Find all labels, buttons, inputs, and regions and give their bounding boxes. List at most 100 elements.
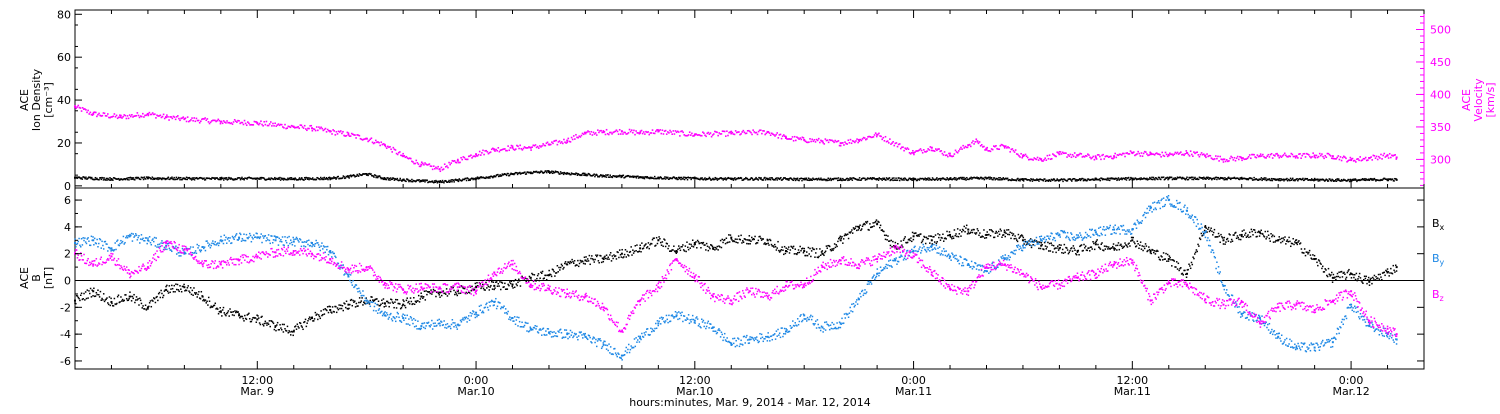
velocity-point bbox=[717, 135, 719, 137]
bx-point bbox=[1390, 268, 1392, 270]
density-point bbox=[1048, 180, 1050, 182]
bx-point bbox=[87, 297, 89, 299]
bx-point bbox=[438, 294, 440, 296]
density-point bbox=[1086, 180, 1088, 182]
bx-point bbox=[380, 304, 382, 306]
density-point bbox=[91, 177, 93, 179]
bx-point bbox=[1293, 244, 1295, 246]
bx-point bbox=[93, 288, 95, 290]
bx-point bbox=[1224, 237, 1226, 239]
bx-point bbox=[395, 299, 397, 301]
density-point bbox=[387, 177, 389, 179]
velocity-point bbox=[1315, 157, 1317, 159]
velocity-point bbox=[107, 113, 109, 115]
velocity-point bbox=[566, 142, 568, 144]
density-point bbox=[411, 179, 413, 181]
velocity-point bbox=[1210, 155, 1212, 157]
density-point bbox=[241, 177, 243, 179]
velocity-point bbox=[1396, 156, 1398, 158]
panel-frames bbox=[75, 10, 1424, 369]
bx-point bbox=[818, 256, 820, 258]
velocity-point bbox=[792, 136, 794, 138]
bx-point bbox=[335, 306, 337, 308]
density-point bbox=[130, 179, 132, 181]
density-point bbox=[795, 180, 797, 182]
bx-point bbox=[261, 316, 263, 318]
velocity-point bbox=[310, 125, 312, 127]
bx-point bbox=[566, 264, 568, 266]
bx-point bbox=[604, 256, 606, 258]
velocity-point bbox=[333, 130, 335, 132]
bx-point bbox=[266, 324, 268, 326]
bx-point bbox=[612, 255, 614, 257]
bx-point bbox=[717, 246, 719, 248]
bx-point bbox=[1091, 246, 1093, 248]
bx-point bbox=[1067, 249, 1069, 251]
density-point bbox=[193, 177, 195, 179]
bx-point bbox=[514, 287, 516, 289]
bx-point bbox=[1186, 277, 1188, 279]
bx-point bbox=[1078, 250, 1080, 252]
bx-point bbox=[1082, 250, 1084, 252]
velocity-point bbox=[785, 136, 787, 138]
bx-point bbox=[404, 305, 406, 307]
density-point bbox=[989, 177, 991, 179]
bx-point bbox=[1278, 239, 1280, 241]
density-point bbox=[173, 179, 175, 181]
velocity-point bbox=[693, 135, 695, 137]
bx-point bbox=[1198, 245, 1200, 247]
bx-point bbox=[233, 311, 235, 313]
velocity-point bbox=[1257, 154, 1259, 156]
bx-point bbox=[475, 286, 477, 288]
velocity-point bbox=[537, 146, 539, 148]
density-point bbox=[1038, 180, 1040, 182]
velocity-point bbox=[266, 121, 268, 123]
bx-point bbox=[1303, 252, 1305, 254]
velocity-point bbox=[888, 142, 890, 144]
bx-point bbox=[785, 253, 787, 255]
bx-point bbox=[561, 264, 563, 266]
velocity-point bbox=[1205, 157, 1207, 159]
bx-point bbox=[418, 295, 420, 297]
density-point bbox=[722, 179, 724, 181]
bx-point bbox=[970, 232, 972, 234]
bx-point bbox=[1190, 268, 1192, 270]
bx-point bbox=[716, 248, 718, 250]
bx-point bbox=[232, 314, 234, 316]
density-point bbox=[180, 177, 182, 179]
density-point bbox=[895, 177, 897, 179]
by-point bbox=[133, 236, 135, 238]
bx-point bbox=[1000, 228, 1002, 230]
bx-point bbox=[690, 247, 692, 249]
bx-point bbox=[183, 286, 185, 288]
density-point bbox=[453, 180, 455, 182]
velocity-point bbox=[423, 164, 425, 166]
bx-point bbox=[759, 236, 761, 238]
bx-point bbox=[661, 244, 663, 246]
bx-point bbox=[1177, 268, 1179, 270]
velocity-point bbox=[791, 138, 793, 140]
velocity-point bbox=[808, 141, 810, 143]
bx-point bbox=[1282, 241, 1284, 243]
density-point bbox=[1270, 180, 1272, 182]
density-point bbox=[133, 177, 135, 179]
density-point bbox=[847, 180, 849, 182]
bx-point bbox=[553, 271, 555, 273]
velocity-point bbox=[674, 133, 676, 135]
bx-point bbox=[1356, 273, 1358, 275]
bx-point bbox=[138, 304, 140, 306]
density-point bbox=[807, 179, 809, 181]
bx-point bbox=[135, 299, 137, 301]
density-point bbox=[337, 176, 339, 178]
bx-point bbox=[413, 297, 415, 299]
density-point bbox=[128, 179, 130, 181]
bx-point bbox=[1164, 258, 1166, 260]
velocity-point bbox=[450, 162, 452, 164]
velocity-point bbox=[893, 145, 895, 147]
bx-point bbox=[747, 239, 749, 241]
bx-point bbox=[1128, 242, 1130, 244]
bx-point bbox=[1329, 274, 1331, 276]
density-point bbox=[532, 172, 534, 174]
bx-point bbox=[1119, 249, 1121, 251]
velocity-point bbox=[986, 147, 988, 149]
